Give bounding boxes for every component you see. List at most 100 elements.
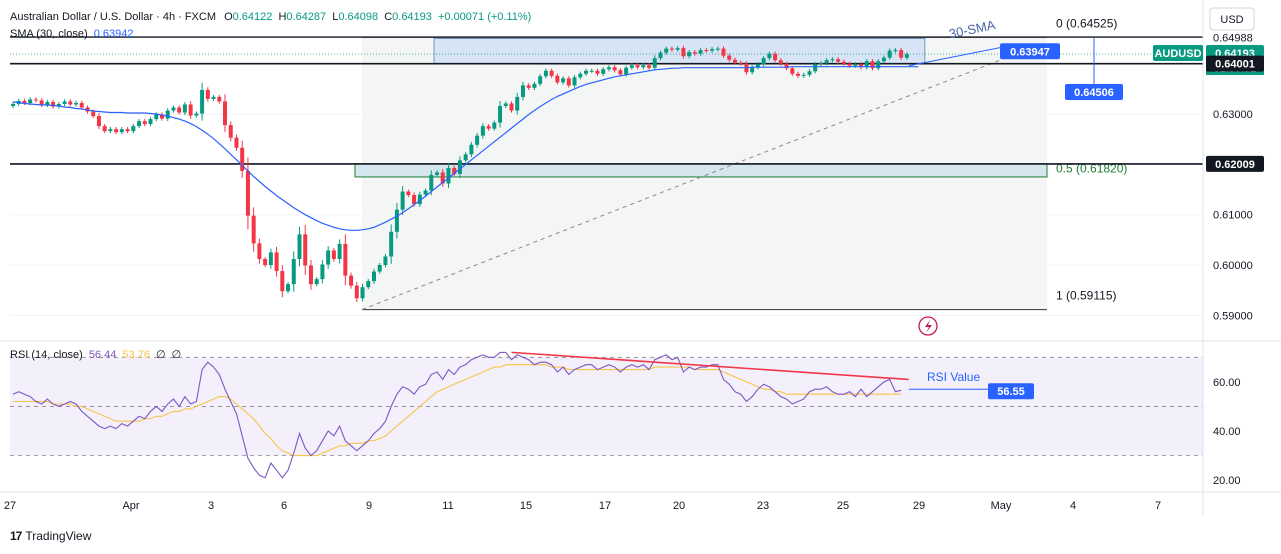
candle-body	[526, 85, 531, 88]
price-tick-label: 0.59000	[1213, 310, 1253, 322]
candle-body	[836, 59, 841, 62]
chart-header: Australian Dollar / U.S. Dollar · 4h · F…	[10, 11, 534, 23]
time-tick-label: 29	[913, 500, 925, 512]
candle-body	[864, 61, 869, 68]
candle-body	[710, 49, 715, 51]
candle-body	[601, 69, 606, 74]
rsi-legend-label: RSI (14, close)	[10, 349, 83, 361]
partial-label: 0.64988	[1213, 33, 1253, 45]
candle-body	[721, 48, 726, 56]
candle-body	[412, 195, 417, 205]
rsi-tick-label: 20.00	[1213, 475, 1241, 487]
sma-legend-label: SMA (30, close)	[10, 28, 88, 40]
candle-body	[68, 101, 73, 105]
trend-line	[361, 59, 1001, 311]
rsi-tag: 56.55	[997, 386, 1025, 398]
candle-body	[698, 50, 703, 54]
candle-body	[366, 281, 371, 288]
candle-body	[125, 129, 130, 132]
level-tag-2: 0.62009	[1215, 159, 1255, 171]
symbol-tag-bg	[1153, 45, 1203, 62]
candle-body	[635, 65, 640, 68]
candle-body	[469, 144, 474, 155]
candle-body	[881, 57, 886, 62]
candle-body	[417, 194, 422, 205]
low-value: 0.64098	[338, 11, 379, 23]
candle-body	[274, 252, 279, 272]
branding-text: TradingView	[25, 529, 92, 543]
candle-body	[286, 284, 291, 292]
tv-mark-icon: 17	[10, 529, 22, 543]
candle-body	[297, 234, 302, 259]
candle-body	[159, 114, 164, 119]
candle-body	[669, 48, 674, 50]
fib-05-label: 0.5 (0.61820)	[1056, 161, 1127, 175]
horizontal-levels	[10, 36, 1203, 165]
time-tick-label: 4	[1070, 500, 1076, 512]
candle-body	[687, 52, 692, 57]
candle-body	[371, 271, 376, 282]
lightning-bolt-icon	[925, 320, 932, 333]
candle-body	[761, 58, 766, 65]
candle-body	[509, 103, 514, 111]
candle-body	[641, 65, 646, 68]
candle-body	[188, 104, 193, 116]
time-tick-label: 25	[837, 500, 849, 512]
rsi-legend-extra2: ∅	[171, 349, 182, 361]
candle-body	[423, 190, 428, 195]
candle-body	[790, 68, 795, 74]
rsi-ma-legend-value: 53.76	[122, 349, 150, 361]
currency-box	[1209, 7, 1255, 31]
candle-body	[796, 73, 801, 76]
price-tick-label: 0.61000	[1213, 210, 1253, 222]
candle-body	[406, 191, 411, 196]
change-value: +0.00071 (+0.11%)	[437, 11, 532, 23]
time-tick-label: 17	[599, 500, 611, 512]
time-tick-label: 15	[520, 500, 532, 512]
candle-body	[114, 129, 119, 133]
sma-30-line	[12, 66, 919, 231]
candle-body	[463, 154, 468, 161]
candle-body	[200, 89, 205, 114]
candle-body	[681, 48, 686, 57]
candle-body	[177, 107, 182, 113]
candle-body	[841, 61, 846, 64]
candle-body	[887, 50, 892, 58]
candle-body	[28, 99, 33, 103]
tradingview-logo[interactable]: 17 TradingView	[10, 529, 91, 543]
rsi-pane: RSI Value	[10, 351, 1203, 479]
candle-body	[349, 275, 354, 286]
rsi-legend[interactable]: RSI (14, close) 56.44 53.76 ∅ ∅	[10, 348, 184, 361]
rsi-tag-bg	[988, 383, 1034, 400]
candle-body	[234, 137, 239, 148]
candle-body	[664, 48, 669, 53]
candle-body	[727, 55, 732, 60]
sma-tag: 0.63947	[1010, 46, 1050, 58]
high-label: H	[278, 11, 287, 23]
candle-body	[148, 119, 153, 125]
candle-body	[131, 126, 136, 132]
candle-body	[475, 135, 480, 145]
sma-legend[interactable]: SMA (30, close) 0.63942	[10, 28, 136, 40]
candle-body	[899, 50, 904, 58]
open-value: 0.64122	[232, 11, 273, 23]
divergence-line	[511, 351, 909, 381]
candle-body	[755, 64, 760, 68]
level-tag-2-bg	[1206, 155, 1264, 172]
resistance-zone	[433, 38, 926, 65]
candle-body	[119, 129, 124, 133]
symbol-title[interactable]: Australian Dollar / U.S. Dollar · 4h · F…	[10, 11, 216, 23]
time-tick-label: 20	[673, 500, 685, 512]
sma-tag-bg	[1000, 43, 1060, 60]
price-tags: 0.649880.6419301:59:51AUDUSD0.640010.620…	[918, 31, 1266, 400]
level-tag-1: 0.64001	[1215, 59, 1255, 71]
level-tag-1-bg	[1206, 55, 1264, 72]
candle-body	[492, 122, 497, 129]
candle-body	[223, 101, 228, 126]
candle-body	[268, 252, 273, 266]
candle-body	[400, 191, 405, 210]
candle-body	[750, 67, 755, 73]
candle-body	[435, 172, 440, 175]
candle-body	[91, 111, 96, 117]
